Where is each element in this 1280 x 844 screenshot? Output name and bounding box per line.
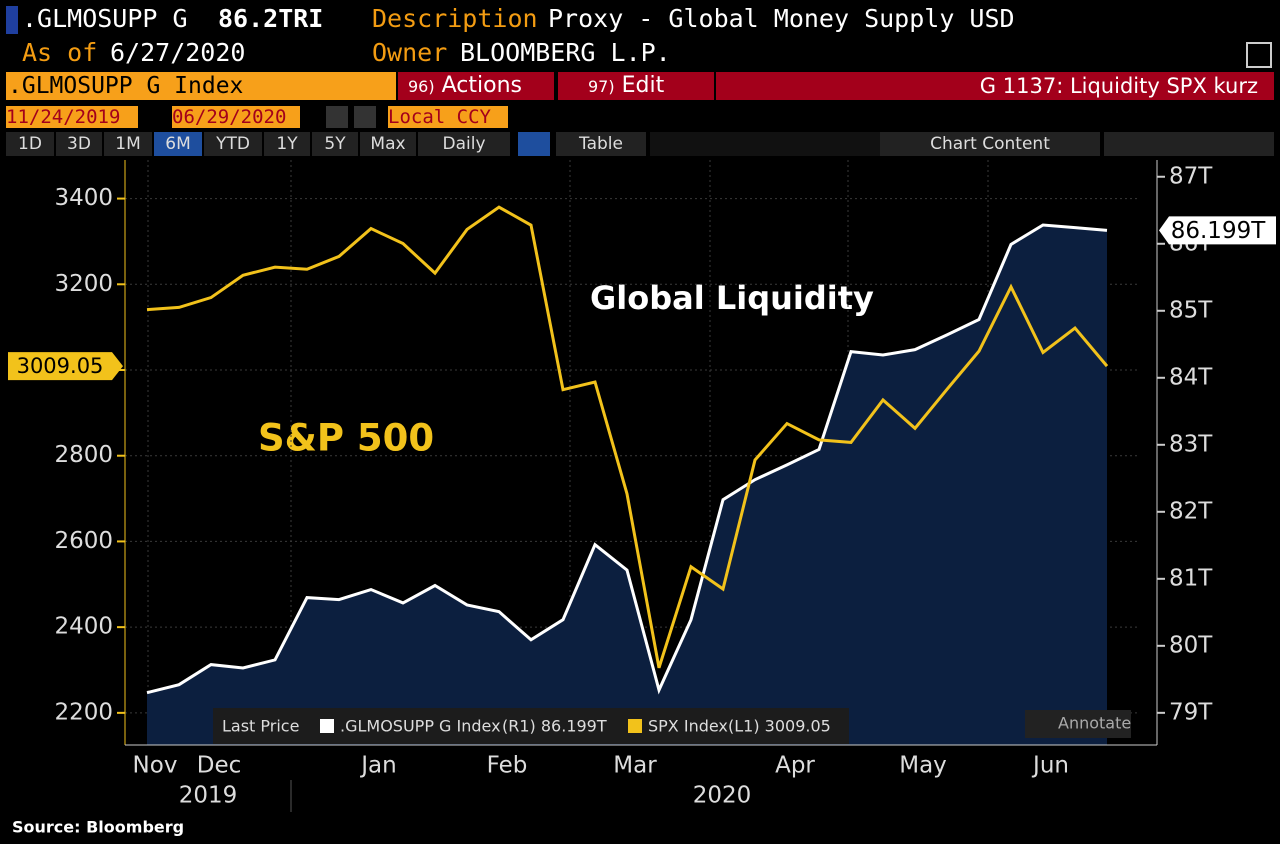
y-tick-label: 2800	[54, 442, 113, 468]
legend-title: Last Price	[222, 717, 299, 736]
label: As of	[22, 38, 98, 67]
x-tick-label: Jan	[359, 753, 396, 779]
security: .GLMOSUPP G Index	[8, 73, 244, 99]
y-tick-label: 3200	[54, 271, 113, 297]
currency[interactable]: Local CCY	[388, 106, 508, 128]
y2-tick-label: 81T	[1169, 565, 1213, 591]
y2-tick-label: 87T	[1169, 163, 1213, 189]
line-icon[interactable]	[518, 132, 550, 156]
legend-detail: (L1) 3009.05	[728, 717, 831, 736]
area	[147, 225, 1107, 745]
legend-label: .GLMOSUPP G Index	[340, 717, 501, 736]
chart-content[interactable]: Chart Content	[880, 132, 1100, 156]
period-button[interactable]: YTD	[204, 132, 262, 156]
edit-menu[interactable]: 97) Edit	[558, 72, 714, 100]
y-tick-label: 2200	[54, 699, 113, 725]
annotate[interactable]: Annotate	[1058, 714, 1131, 733]
line	[146, 205, 1109, 669]
x-tick-label: May	[899, 753, 947, 779]
line	[146, 223, 1108, 695]
security-bar[interactable]: .GLMOSUPP G Index	[6, 72, 396, 100]
y2-tick-label: 83T	[1169, 431, 1213, 457]
legend-detail: (R1) 86.199T	[502, 717, 607, 736]
settings[interactable]	[1104, 132, 1274, 156]
edit: Edit	[621, 73, 665, 98]
y2-tick-label: 84T	[1169, 364, 1213, 390]
x-tick-label: Mar	[613, 753, 657, 779]
prev[interactable]	[326, 106, 348, 128]
actions-menu[interactable]: 96) Actions	[398, 72, 554, 100]
as-of: 6/27/2020	[110, 38, 246, 67]
end-date[interactable]: 06/29/2020	[172, 106, 300, 128]
x-tick-label: Nov	[133, 753, 178, 779]
period-button[interactable]: 6M	[154, 132, 202, 156]
y-tick-label: 2400	[54, 614, 113, 640]
period-button[interactable]: 1M	[104, 132, 152, 156]
y2-tick-label: 85T	[1169, 297, 1213, 323]
spacer	[650, 132, 880, 156]
source: Source: Bloomberg	[12, 818, 184, 837]
price: 86.2TRI	[218, 4, 324, 33]
last-label: 3009.05	[17, 354, 104, 378]
owner: BLOOMBERG L.P.	[460, 38, 671, 67]
label: Owner	[372, 38, 448, 67]
last-tag	[8, 352, 123, 381]
period-button[interactable]: 1Y	[264, 132, 310, 156]
legend-swatch	[628, 719, 642, 733]
x-tick-label: Apr	[775, 753, 815, 779]
description: Proxy - Global Money Supply USD	[548, 4, 1015, 33]
x-tick-label: Dec	[197, 753, 242, 779]
num: 96)	[408, 77, 435, 96]
label: Description	[372, 4, 538, 33]
annotate-box	[1025, 710, 1131, 738]
x-tick-label: Jun	[1031, 753, 1069, 779]
legend-label: SPX Index	[648, 717, 728, 736]
last-tag	[1159, 216, 1276, 245]
annotation: S&P 500	[258, 417, 434, 460]
y-tick-label: 2600	[54, 528, 113, 554]
period-button[interactable]: 5Y	[312, 132, 358, 156]
start-date[interactable]: 11/24/2019	[6, 106, 138, 128]
y2-tick-label: 82T	[1169, 498, 1213, 524]
ticker: .GLMOSUPP G	[22, 4, 188, 33]
marker	[6, 6, 18, 34]
year-label: 2020	[693, 783, 752, 809]
frequency[interactable]: Daily	[418, 132, 510, 156]
page-title-bar: G 1137: Liquidity SPX kurz	[716, 72, 1274, 100]
table[interactable]: Table	[556, 132, 646, 156]
actions: Actions	[441, 73, 522, 98]
period-button[interactable]: 1D	[6, 132, 54, 156]
y-tick-label: 3400	[54, 185, 113, 211]
annotation: Global Liquidity	[590, 279, 874, 317]
next[interactable]	[354, 106, 376, 128]
year-label: 2019	[179, 783, 238, 809]
page-title: G 1137: Liquidity SPX kurz	[979, 74, 1258, 98]
num: 97)	[588, 77, 615, 96]
last-label: 86.199T	[1171, 218, 1266, 244]
icon[interactable]	[1246, 42, 1272, 68]
y2-tick-label: 79T	[1169, 699, 1213, 725]
x-tick-label: Feb	[487, 753, 528, 779]
y2-tick-label: 80T	[1169, 632, 1213, 658]
legend-swatch	[320, 719, 334, 733]
period-button[interactable]: 3D	[56, 132, 102, 156]
legend-box	[213, 708, 849, 744]
period-button[interactable]: Max	[360, 132, 416, 156]
